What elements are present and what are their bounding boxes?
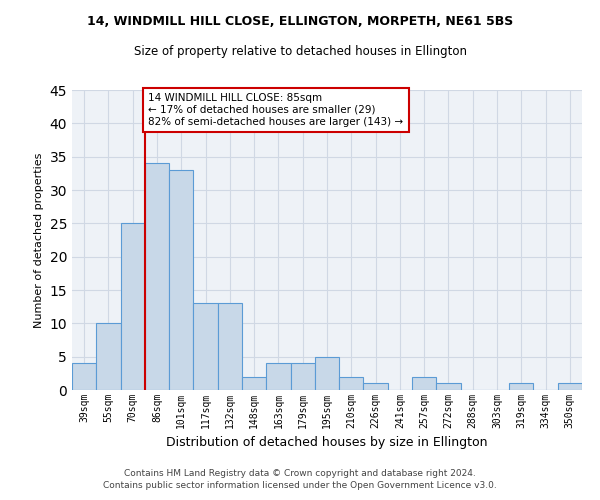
- Text: Contains HM Land Registry data © Crown copyright and database right 2024.
Contai: Contains HM Land Registry data © Crown c…: [103, 468, 497, 490]
- Y-axis label: Number of detached properties: Number of detached properties: [34, 152, 44, 328]
- Bar: [218, 304, 242, 390]
- Bar: [509, 384, 533, 390]
- Bar: [558, 384, 582, 390]
- Bar: [145, 164, 169, 390]
- Bar: [169, 170, 193, 390]
- Bar: [266, 364, 290, 390]
- Bar: [193, 304, 218, 390]
- X-axis label: Distribution of detached houses by size in Ellington: Distribution of detached houses by size …: [166, 436, 488, 450]
- Text: 14 WINDMILL HILL CLOSE: 85sqm
← 17% of detached houses are smaller (29)
82% of s: 14 WINDMILL HILL CLOSE: 85sqm ← 17% of d…: [149, 94, 404, 126]
- Bar: [121, 224, 145, 390]
- Text: 14, WINDMILL HILL CLOSE, ELLINGTON, MORPETH, NE61 5BS: 14, WINDMILL HILL CLOSE, ELLINGTON, MORP…: [87, 15, 513, 28]
- Bar: [290, 364, 315, 390]
- Text: Size of property relative to detached houses in Ellington: Size of property relative to detached ho…: [133, 45, 467, 58]
- Bar: [72, 364, 96, 390]
- Bar: [412, 376, 436, 390]
- Bar: [339, 376, 364, 390]
- Bar: [315, 356, 339, 390]
- Bar: [364, 384, 388, 390]
- Bar: [242, 376, 266, 390]
- Bar: [436, 384, 461, 390]
- Bar: [96, 324, 121, 390]
